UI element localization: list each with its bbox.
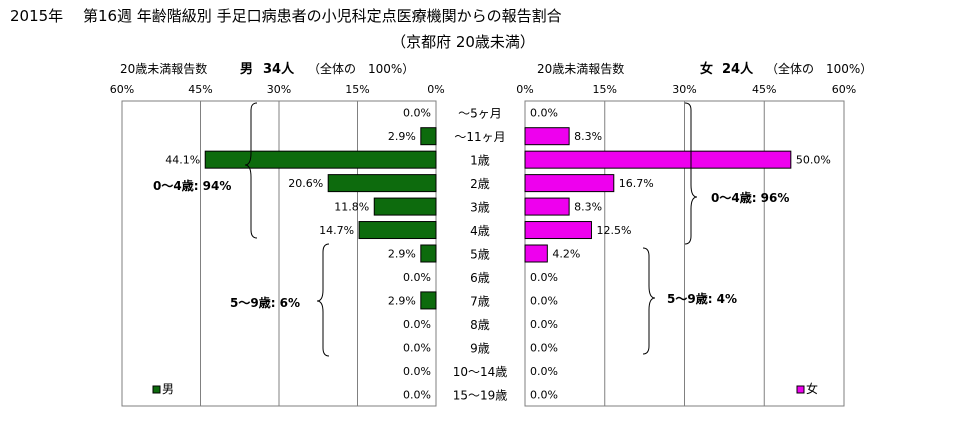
category-label: 8歳	[470, 318, 490, 332]
female-annotation-0-4: 0～4歳: 96%	[711, 190, 789, 205]
male-value-label: 20.6%	[288, 177, 323, 190]
male-bar	[204, 150, 437, 169]
female-header-count: 24人	[722, 61, 754, 77]
male-header-total: （全体の 100%）	[308, 61, 414, 76]
chart-subtitle: （京都府 20歳未満）	[391, 33, 535, 51]
female-legend-swatch	[796, 385, 805, 394]
category-label: 9歳	[470, 341, 490, 355]
male-bracket-5-9	[316, 243, 330, 357]
female-value-label: 0.0%	[530, 107, 558, 120]
male-value-label: 0.0%	[403, 388, 431, 401]
male-value-label: 2.9%	[388, 294, 416, 307]
female-value-label: 0.0%	[530, 365, 558, 378]
male-value-label: 0.0%	[403, 271, 431, 284]
male-header-label: 20歳未満報告数	[120, 61, 207, 76]
category-label: 1歳	[470, 154, 490, 168]
female-bar	[524, 174, 615, 193]
female-bar	[524, 127, 570, 146]
chart-title: 2015年 第16週 年齢階級別 手足口病患者の小児科定点医療機関からの報告割合	[10, 7, 562, 25]
male-value-label: 44.1%	[165, 154, 200, 167]
female-legend-label: 女	[806, 381, 818, 396]
female-value-label: 4.2%	[552, 248, 580, 261]
female-header-total: （全体の 100%）	[766, 61, 872, 76]
female-annotation-5-9: 5～9歳: 4%	[667, 291, 737, 306]
female-value-label: 0.0%	[530, 318, 558, 331]
female-value-label: 0.0%	[530, 388, 558, 401]
female-value-label: 0.0%	[530, 341, 558, 354]
female-x-tick-label: 0%	[516, 83, 533, 96]
female-value-label: 8.3%	[574, 130, 602, 143]
male-bracket-0-4	[244, 102, 258, 239]
category-label: ～5ヶ月	[458, 107, 502, 121]
female-value-label: 0.0%	[530, 294, 558, 307]
category-label: 4歳	[470, 224, 490, 238]
male-bar	[358, 221, 437, 240]
female-value-label: 16.7%	[619, 177, 654, 190]
male-header-count: 34人	[263, 61, 295, 77]
female-header-label: 20歳未満報告数	[537, 61, 624, 76]
male-legend-label: 男	[162, 382, 174, 396]
male-value-label: 11.8%	[334, 201, 369, 214]
male-x-tick-label: 45%	[188, 83, 212, 96]
female-bar	[524, 150, 792, 169]
male-x-tick-label: 60%	[110, 83, 134, 96]
female-bar	[524, 197, 570, 216]
male-bar	[420, 127, 437, 146]
category-label: 7歳	[470, 294, 490, 308]
male-panel: 0% 15% 30% 45% 60% 0.0% 2.9% 44.1% 20.6% 11.8% 14.…	[110, 61, 445, 407]
category-label: 6歳	[470, 271, 490, 285]
male-x-tick-label: 30%	[267, 83, 291, 96]
male-annotation-5-9: 5～9歳: 6%	[230, 295, 300, 310]
male-x-tick-label: 0%	[427, 83, 444, 96]
category-labels: ～5ヶ月 ～11ヶ月 1歳 2歳 3歳 4歳 5歳 6歳 7歳 8歳 9歳 10～14歳 15～19歳	[453, 107, 508, 403]
female-x-tick-label: 60%	[832, 83, 856, 96]
male-value-label: 14.7%	[319, 224, 354, 237]
male-bar	[420, 244, 437, 263]
female-x-tick-label: 30%	[672, 83, 696, 96]
female-value-label: 50.0%	[796, 154, 831, 167]
category-label: 2歳	[470, 177, 490, 191]
male-bar	[327, 174, 437, 193]
female-x-tick-label: 45%	[752, 83, 776, 96]
male-value-label: 0.0%	[403, 107, 431, 120]
female-bracket-0-4	[684, 102, 698, 245]
male-bar	[420, 291, 437, 310]
male-legend-swatch	[152, 385, 161, 394]
female-x-tick-label: 15%	[593, 83, 617, 96]
female-value-label: 8.3%	[574, 201, 602, 214]
female-bar	[524, 221, 592, 240]
female-value-label: 12.5%	[596, 224, 631, 237]
male-value-label: 2.9%	[388, 130, 416, 143]
category-label: 10～14歳	[453, 365, 508, 379]
category-label: 5歳	[470, 248, 490, 262]
male-value-label: 0.0%	[403, 318, 431, 331]
male-value-label: 2.9%	[388, 248, 416, 261]
male-value-label: 0.0%	[403, 365, 431, 378]
female-bracket-5-9	[642, 247, 656, 355]
male-value-label: 0.0%	[403, 341, 431, 354]
category-label: 15～19歳	[453, 388, 508, 402]
female-bar	[524, 244, 548, 263]
female-value-label: 0.0%	[530, 271, 558, 284]
male-header-sex: 男	[240, 62, 253, 77]
male-annotation-0-4: 0～4歳: 94%	[153, 178, 231, 193]
male-x-tick-label: 15%	[345, 83, 369, 96]
male-bar	[373, 197, 437, 216]
female-panel: 0% 15% 30% 45% 60% 0.0% 8.3% 50.0% 16.7% 8.3% 12.5…	[516, 61, 872, 407]
female-header-sex: 女	[700, 61, 713, 77]
category-label: ～11ヶ月	[454, 130, 505, 144]
category-label: 3歳	[470, 201, 490, 215]
